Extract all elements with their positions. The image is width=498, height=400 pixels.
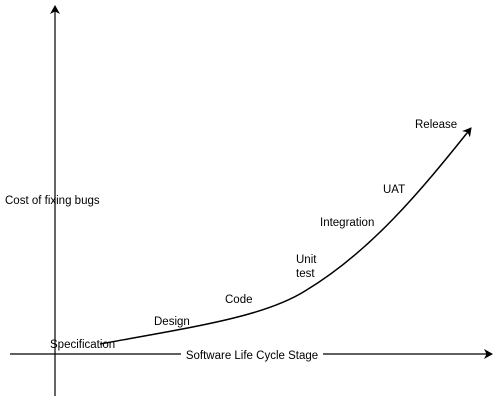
stage-label: Unit [296,254,317,266]
stage-label: Design [154,316,190,328]
x-label-background [181,347,323,362]
stage-label: test [296,268,315,280]
x-axis-label: Software Life Cycle Stage [186,350,318,362]
stage-label: UAT [383,184,405,196]
stage-label: Integration [320,217,374,229]
stage-labels: Specification Design Code Unit test Integrati… [50,119,457,351]
cost-curve [99,127,472,345]
stage-label: Specification [50,339,115,351]
stage-label: Release [415,119,457,131]
y-axis-label: Cost of fixing bugs [5,195,100,207]
stage-label: Code [225,294,253,306]
